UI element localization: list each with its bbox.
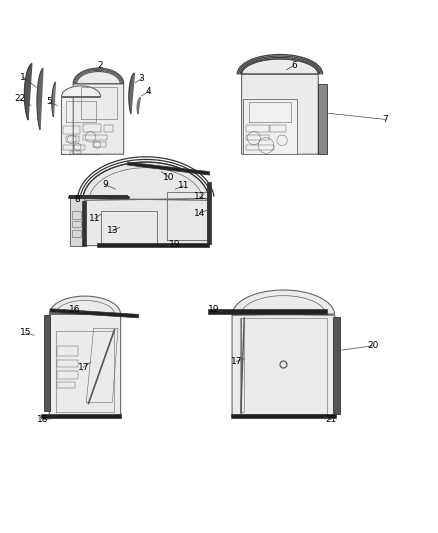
- Bar: [83, 135, 107, 140]
- Bar: [63, 144, 85, 150]
- Polygon shape: [127, 162, 209, 175]
- Bar: [72, 211, 81, 219]
- Polygon shape: [61, 97, 101, 154]
- Text: 21: 21: [325, 415, 337, 424]
- Bar: [72, 230, 81, 237]
- Bar: [70, 151, 81, 154]
- Bar: [246, 135, 268, 140]
- Polygon shape: [242, 59, 318, 154]
- Text: 16: 16: [69, 305, 80, 313]
- Bar: [66, 136, 79, 142]
- Text: 7: 7: [382, 115, 388, 124]
- Bar: [72, 221, 81, 228]
- Text: 19: 19: [208, 305, 219, 313]
- Polygon shape: [207, 182, 211, 244]
- Text: 6: 6: [291, 61, 297, 70]
- Bar: [57, 371, 78, 379]
- Text: 4: 4: [146, 87, 151, 96]
- Polygon shape: [73, 68, 124, 154]
- Text: 1: 1: [20, 72, 26, 82]
- Polygon shape: [97, 244, 209, 247]
- Text: 12: 12: [194, 192, 205, 201]
- Text: 15: 15: [20, 328, 31, 337]
- Polygon shape: [83, 162, 209, 246]
- Text: 9: 9: [102, 180, 108, 189]
- Polygon shape: [137, 98, 140, 114]
- Polygon shape: [318, 84, 327, 154]
- Bar: [57, 360, 78, 367]
- Text: 3: 3: [139, 74, 145, 83]
- Polygon shape: [129, 73, 134, 114]
- Polygon shape: [25, 63, 32, 120]
- Text: 8: 8: [74, 195, 81, 204]
- Bar: [270, 125, 286, 133]
- Text: 11: 11: [89, 214, 101, 223]
- Text: 14: 14: [194, 209, 205, 218]
- Text: 18: 18: [37, 415, 49, 424]
- Text: 20: 20: [368, 341, 379, 350]
- Text: 22: 22: [14, 94, 25, 103]
- Text: 11: 11: [177, 181, 189, 190]
- Bar: [57, 382, 74, 389]
- Polygon shape: [44, 315, 50, 411]
- Polygon shape: [243, 99, 297, 154]
- Polygon shape: [42, 414, 121, 417]
- Polygon shape: [232, 290, 335, 415]
- Text: 10: 10: [163, 173, 175, 182]
- Polygon shape: [69, 195, 127, 198]
- Polygon shape: [208, 309, 327, 313]
- Text: 19: 19: [169, 240, 180, 249]
- Text: 17: 17: [78, 363, 89, 372]
- Text: 13: 13: [107, 227, 119, 235]
- Polygon shape: [49, 296, 120, 415]
- Polygon shape: [70, 198, 84, 246]
- Text: 17: 17: [231, 357, 242, 366]
- Polygon shape: [333, 317, 340, 414]
- Bar: [63, 126, 80, 134]
- Bar: [57, 346, 78, 356]
- Bar: [93, 142, 106, 147]
- Text: 2: 2: [98, 61, 103, 70]
- Polygon shape: [61, 86, 101, 97]
- Bar: [104, 125, 113, 132]
- Polygon shape: [50, 309, 138, 318]
- Polygon shape: [52, 82, 56, 117]
- Polygon shape: [82, 201, 86, 246]
- Polygon shape: [231, 414, 336, 417]
- Bar: [83, 124, 101, 133]
- Bar: [246, 144, 274, 150]
- Polygon shape: [37, 68, 43, 130]
- Text: 5: 5: [46, 98, 52, 107]
- Bar: [246, 125, 268, 133]
